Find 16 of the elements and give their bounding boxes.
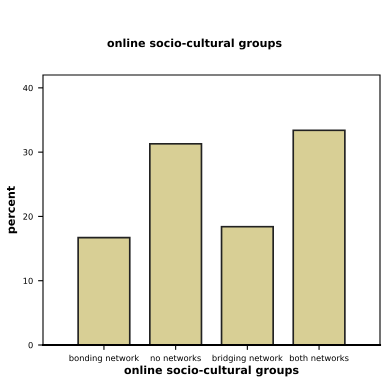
x-tick-label: bonding network <box>70 354 140 363</box>
y-tick-label: 20 <box>23 213 33 220</box>
y-tick-label: 40 <box>23 84 33 92</box>
bar <box>149 142 202 345</box>
x-tick-label: bridging network <box>212 354 283 363</box>
y-tick-label: 10 <box>24 278 33 284</box>
chart-title: online socio-cultural groups <box>107 38 282 50</box>
bar <box>220 226 274 345</box>
bar <box>77 236 131 345</box>
y-tick-label: 0 <box>28 342 33 348</box>
bar <box>292 129 346 345</box>
x-tick-label: both networks <box>290 354 349 362</box>
y-axis-title: percent <box>7 186 18 234</box>
x-axis-title: online socio-cultural groups <box>124 366 299 376</box>
y-tick-label: 30 <box>23 149 33 156</box>
x-tick-label: no networks <box>150 354 201 362</box>
